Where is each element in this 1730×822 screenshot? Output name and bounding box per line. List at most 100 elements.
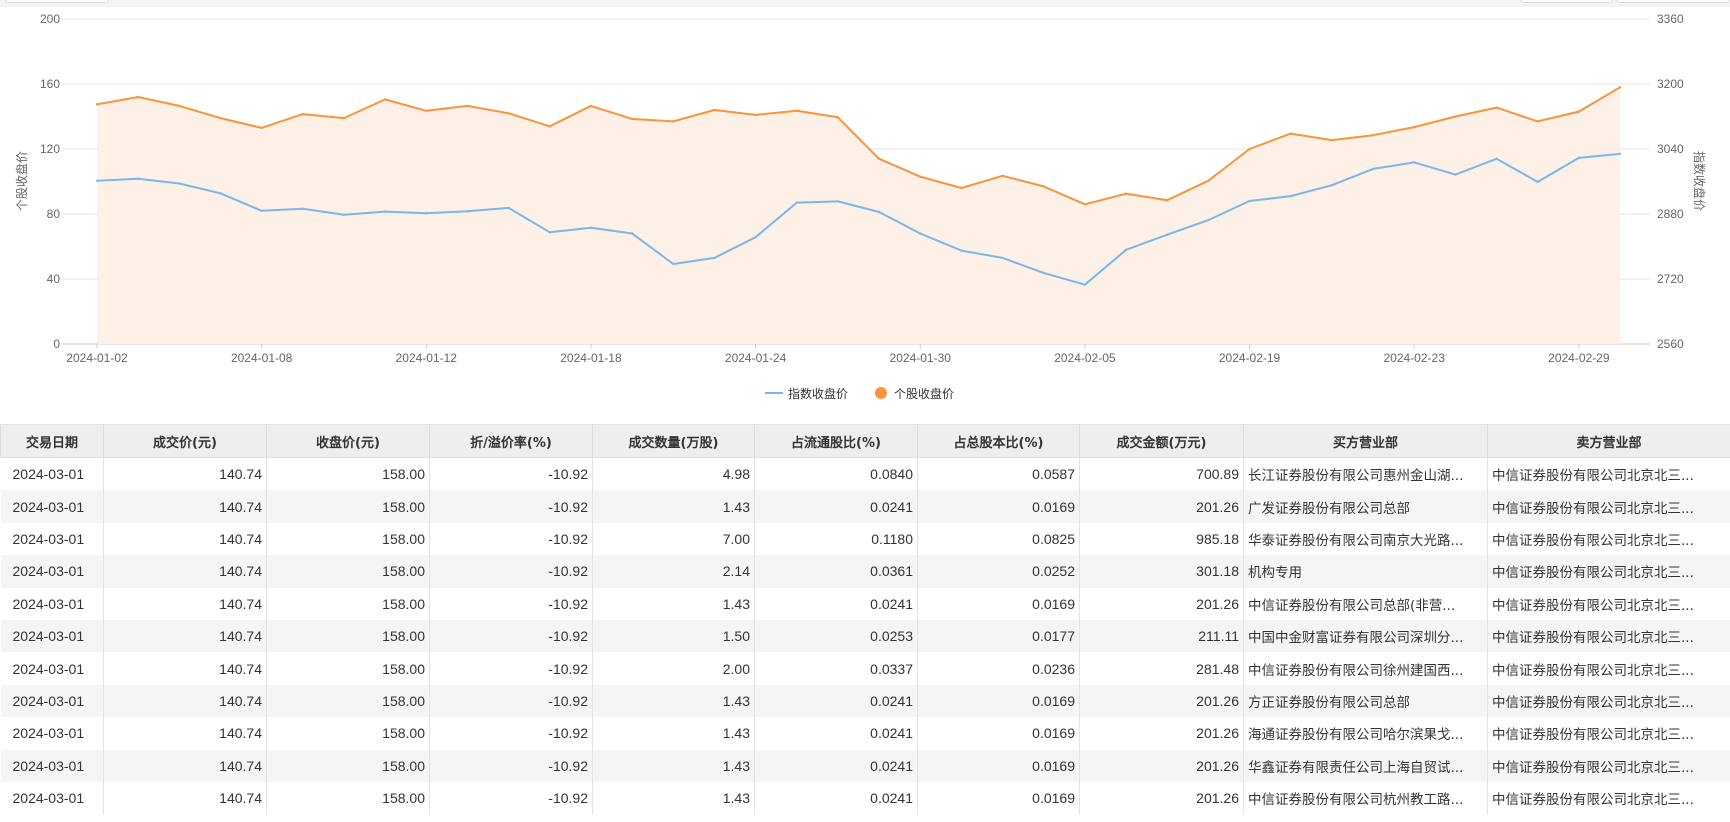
right-axis-tick-label: 3360 <box>1657 12 1684 26</box>
toolbar-button-left[interactable] <box>5 0 109 3</box>
table-cell: 1.43 <box>592 717 755 750</box>
stock-price-point <box>672 120 675 123</box>
column-header[interactable]: 成交价(元) <box>103 424 267 458</box>
table-cell: 158.00 <box>266 652 430 685</box>
table-cell: 1.43 <box>592 781 755 815</box>
index-price-point <box>1001 256 1004 260</box>
block-trade-table: 交易日期 成交价(元) 收盘价(元) 折/溢价率(%) 成交数量(万股) 占流通股比(%)… <box>0 424 1730 815</box>
index-price-point <box>672 262 675 266</box>
table-cell: 中信证券股份有限公司北京北三... <box>1487 490 1730 523</box>
table-cell: 1.43 <box>592 684 755 718</box>
stock-price-point <box>630 117 634 121</box>
right-axis-title: 指数收盘价 <box>1692 151 1707 211</box>
stock-price-point <box>1124 192 1128 195</box>
column-header[interactable]: 折/溢价率(%) <box>429 424 593 458</box>
table-row[interactable]: 2024-03-01 140.74 158.00 -10.92 1.43 0.0241 0.… <box>0 490 1730 523</box>
table-cell: 1.43 <box>592 490 755 523</box>
table-cell: 158.00 <box>266 619 430 653</box>
table-cell: 140.74 <box>103 619 267 653</box>
x-axis-tick-label: 2024-01-08 <box>231 351 293 365</box>
legend-item-stock[interactable]: 个股收盘价 <box>875 386 954 401</box>
table-cell: 中信证券股份有限公司总部(非营... <box>1243 587 1488 620</box>
column-header[interactable]: 卖方营业部 <box>1487 424 1730 458</box>
table-cell: 0.0361 <box>754 555 918 588</box>
column-header[interactable]: 买方营业部 <box>1243 424 1488 458</box>
stock-price-point <box>507 112 510 115</box>
column-header[interactable]: 收盘价(元) <box>266 424 430 458</box>
table-cell: 0.0241 <box>754 490 918 523</box>
chart-legend[interactable]: 指数收盘价 个股收盘价 <box>765 386 954 401</box>
table-row[interactable]: 2024-03-01 140.74 158.00 -10.92 7.00 0.1180 0.… <box>0 522 1730 556</box>
left-axis-tick-label: 120 <box>40 142 60 156</box>
stock-price-point <box>178 104 181 108</box>
table-cell: 201.26 <box>1079 749 1244 782</box>
table-cell: 0.0236 <box>917 652 1080 685</box>
table-cell: 中信证券股份有限公司北京北三... <box>1492 662 1694 679</box>
table-cell: 0.0169 <box>917 717 1080 750</box>
index-price-point <box>919 232 922 235</box>
table-row[interactable]: 2024-03-01 140.74 158.00 -10.92 2.00 0.0337 0.… <box>0 652 1730 685</box>
table-cell: -10.92 <box>429 684 593 718</box>
index-price-point <box>301 207 304 210</box>
index-price-point <box>1618 152 1622 156</box>
column-header[interactable]: 占流通股比(%) <box>754 424 918 458</box>
table-cell: 2024-03-01 <box>0 749 104 782</box>
table-row[interactable]: 2024-03-01 140.74 158.00 -10.92 1.50 0.0253 0.… <box>0 619 1730 653</box>
legend-item-index[interactable]: 指数收盘价 <box>765 386 848 401</box>
index-price-point <box>1289 194 1292 198</box>
table-row[interactable]: 2024-03-01 140.74 158.00 -10.92 4.98 0.0840 0.… <box>0 457 1730 491</box>
index-price-point <box>1042 271 1045 275</box>
stock-price-point <box>1289 132 1292 135</box>
table-row[interactable]: 2024-03-01 140.74 158.00 -10.92 1.43 0.0241 0.… <box>0 587 1730 620</box>
left-axis-tick-label: 160 <box>40 77 60 91</box>
table-row[interactable]: 2024-03-01 140.74 158.00 -10.92 1.43 0.0241 0.… <box>0 749 1730 782</box>
toolbar-button-right-2[interactable] <box>1617 0 1729 3</box>
right-axis-tick-label: 2720 <box>1657 272 1684 286</box>
toolbar-button-right-1[interactable] <box>1521 0 1613 3</box>
table-cell: 0.0241 <box>754 684 918 718</box>
table-cell: 140.74 <box>103 490 267 523</box>
index-price-point <box>1454 173 1457 176</box>
table-cell: 140.74 <box>103 781 267 815</box>
table-row[interactable]: 2024-03-01 140.74 158.00 -10.92 1.43 0.0241 0.… <box>0 781 1730 815</box>
index-price-point <box>1248 199 1251 203</box>
index-price-point <box>1577 156 1581 160</box>
table-cell: 广发证券股份有限公司总部 <box>1243 490 1488 523</box>
stock-price-point <box>1413 125 1416 129</box>
table-cell: 201.26 <box>1079 490 1244 523</box>
index-price-point <box>466 210 469 213</box>
table-cell: 2.14 <box>592 555 755 588</box>
stock-price-point <box>1083 203 1087 206</box>
x-axis-tick-label: 2024-02-05 <box>1054 351 1116 365</box>
table-cell: 中信证券股份有限公司北京北三... <box>1492 532 1694 549</box>
index-price-point <box>383 210 387 213</box>
table-cell: 中信证券股份有限公司北京北三... <box>1492 597 1694 614</box>
table-row[interactable]: 2024-03-01 140.74 158.00 -10.92 2.14 0.0361 0.… <box>0 555 1730 588</box>
table-cell: 2024-03-01 <box>0 684 104 718</box>
index-price-point <box>260 209 263 212</box>
stock-price-point <box>960 186 963 190</box>
table-cell: -10.92 <box>429 587 593 620</box>
index-price-point <box>137 177 140 180</box>
table-cell: 140.74 <box>103 457 267 491</box>
index-price-point <box>754 236 757 239</box>
block-trade-table-container: 交易日期 成交价(元) 收盘价(元) 折/溢价率(%) 成交数量(万股) 占流通股比(%)… <box>0 424 1730 815</box>
column-header[interactable]: 交易日期 <box>0 424 104 458</box>
table-row[interactable]: 2024-03-01 140.74 158.00 -10.92 1.43 0.0241 0.… <box>0 717 1730 750</box>
index-price-point <box>877 210 881 214</box>
index-price-point <box>548 231 551 234</box>
column-header[interactable]: 成交数量(万股) <box>592 424 755 458</box>
table-cell: 201.26 <box>1079 684 1244 718</box>
column-header[interactable]: 占总股本比(%) <box>917 424 1080 458</box>
stock-price-point <box>713 108 716 112</box>
table-cell: 中信证券股份有限公司北京北三... <box>1492 727 1694 744</box>
table-row[interactable]: 2024-03-01 140.74 158.00 -10.92 1.43 0.0241 0.… <box>0 684 1730 718</box>
column-header[interactable]: 成交金额(万元) <box>1079 424 1244 458</box>
table-cell: -10.92 <box>429 619 593 653</box>
left-axis-tick-label: 0 <box>53 337 60 351</box>
table-cell: 华鑫证券有限责任公司上海自贸试... <box>1243 749 1488 782</box>
table-cell: 2024-03-01 <box>0 781 104 815</box>
stock-price-point <box>466 104 469 108</box>
index-price-point <box>589 226 593 229</box>
table-cell: 中信证券股份有限公司杭州教工路... <box>1243 781 1488 815</box>
